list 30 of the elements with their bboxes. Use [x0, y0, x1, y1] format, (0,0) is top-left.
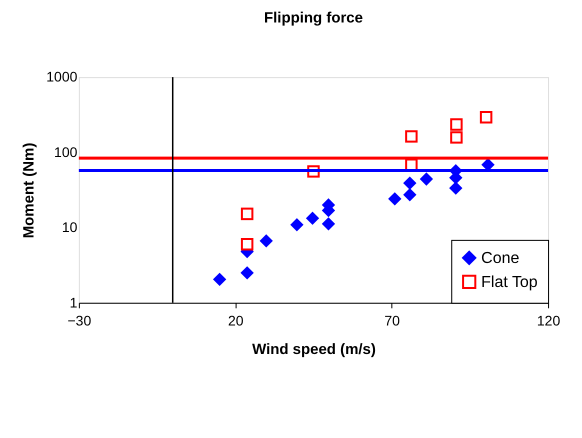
- point: [404, 188, 416, 202]
- legend-label: Flat Top: [481, 274, 538, 291]
- point: [450, 118, 463, 131]
- y-tick-label: 10: [62, 219, 78, 236]
- x-tick-label: 20: [228, 312, 244, 328]
- point: [260, 234, 272, 248]
- point: [290, 218, 304, 232]
- point: [388, 192, 402, 206]
- x-tick-label: −30: [68, 312, 92, 328]
- point: [322, 218, 335, 230]
- x-axis-title: Wind speed (m/s): [252, 341, 376, 358]
- point: [480, 111, 492, 124]
- point: [405, 130, 418, 143]
- point: [306, 212, 319, 225]
- chart-title: Flipping force: [264, 9, 363, 26]
- point: [420, 172, 433, 186]
- point: [213, 273, 226, 286]
- y-tick-label: 1: [70, 294, 78, 310]
- point: [450, 131, 463, 144]
- point: [404, 176, 416, 190]
- point: [240, 208, 254, 220]
- x-tick-label: 120: [536, 312, 560, 328]
- y-tick-label: 1000: [46, 68, 78, 85]
- x-tick-label: 70: [384, 312, 400, 328]
- legend-label: Cone: [481, 250, 520, 267]
- point: [240, 238, 254, 251]
- point: [450, 182, 462, 194]
- point: [240, 266, 254, 280]
- y-tick-label: 100: [54, 144, 78, 160]
- y-axis-title: Moment (Nm): [20, 142, 38, 238]
